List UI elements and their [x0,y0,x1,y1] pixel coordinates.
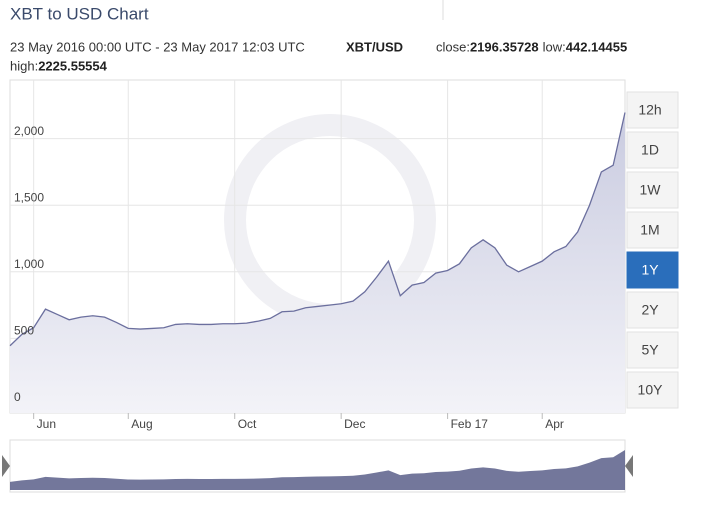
x-tick-label: Feb 17 [451,417,489,431]
range-label[interactable]: 1W [640,182,662,198]
range-button[interactable] [626,371,679,409]
x-tick-label: Dec [344,417,365,431]
stat-label: high: [10,58,38,73]
range-label[interactable]: 1M [640,222,659,238]
x-tick-label: Oct [238,417,257,431]
subtitle: 23 May 2016 00:00 UTC - 23 May 2017 12:0… [10,39,305,54]
range-label[interactable]: 1Y [641,262,659,278]
range-button[interactable] [626,91,679,129]
stat-value: 2196.35728 [470,39,539,54]
range-label[interactable]: 1D [641,142,659,158]
stat-value: 2225.55554 [38,58,107,73]
range-label[interactable]: 2Y [641,302,659,318]
range-button[interactable] [626,331,679,369]
price-line [9,112,626,347]
y-tick-label: 500 [14,324,34,338]
y-tick-label: 1,500 [14,190,44,204]
y-tick-label: 1,000 [14,257,44,271]
navigator-area [10,450,625,490]
range-button[interactable] [626,131,679,169]
x-tick-label: Apr [545,417,564,431]
range-label[interactable]: 5Y [641,342,659,358]
y-tick-label: 0 [14,390,21,404]
range-label[interactable]: 10Y [638,382,664,398]
range-button[interactable] [626,251,679,289]
y-tick-label: 2,000 [14,124,44,138]
stat-label: close: [436,39,470,54]
stat-label: low: [543,39,566,54]
chart-title: XBT to USD Chart [10,4,149,23]
pair: XBT/USD [346,39,403,54]
stat-value: 442.14455 [566,39,627,54]
area-fill [10,112,625,414]
x-tick-label: Aug [131,417,152,431]
range-label[interactable]: 12h [638,102,661,118]
x-tick-label: Jun [37,417,56,431]
range-button[interactable] [626,211,679,249]
range-button[interactable] [626,171,679,209]
range-button[interactable] [626,291,679,329]
